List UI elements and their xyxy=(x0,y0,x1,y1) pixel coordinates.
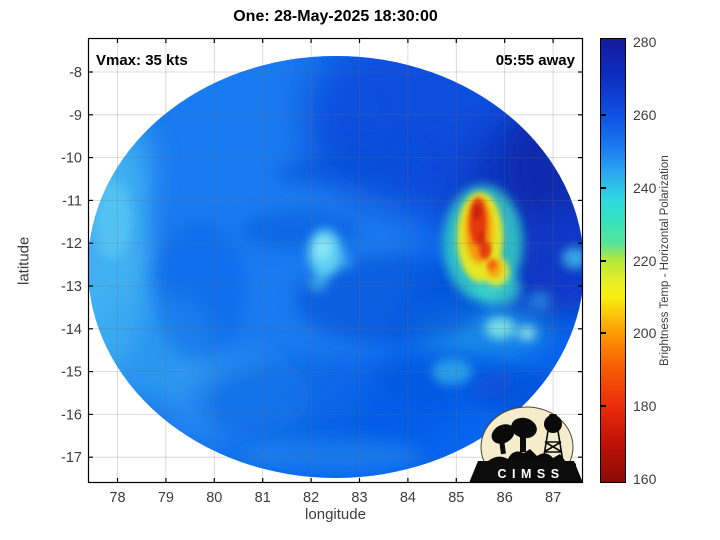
svg-text:-14: -14 xyxy=(61,322,82,338)
svg-text:-9: -9 xyxy=(69,108,82,124)
svg-text:87: 87 xyxy=(545,490,561,506)
svg-text:81: 81 xyxy=(255,490,271,506)
svg-text:-8: -8 xyxy=(69,65,82,81)
chart-title: One: 28-May-2025 18:30:00 xyxy=(233,8,438,25)
plot-border xyxy=(87,37,584,484)
cimss-logo-text: CIMSS xyxy=(497,467,564,481)
svg-text:-15: -15 xyxy=(61,365,82,381)
vmax-annotation: Vmax: 35 kts xyxy=(96,52,188,69)
svg-text:79: 79 xyxy=(158,490,174,506)
svg-text:-11: -11 xyxy=(62,193,82,209)
svg-text:-13: -13 xyxy=(61,279,82,295)
svg-text:85: 85 xyxy=(448,490,464,506)
grid-lines xyxy=(88,38,583,483)
svg-text:-16: -16 xyxy=(61,407,82,423)
cimss-logo: CIMSS xyxy=(469,406,583,483)
svg-text:84: 84 xyxy=(400,490,416,506)
svg-text:-12: -12 xyxy=(61,236,82,252)
y-axis-title: latitude xyxy=(15,236,33,285)
svg-text:83: 83 xyxy=(351,490,367,506)
x-axis-title: longitude xyxy=(305,506,366,523)
svg-text:78: 78 xyxy=(109,490,125,506)
svg-text:82: 82 xyxy=(303,490,319,506)
axis-tick-labels: 78 79 80 81 82 83 84 85 86 87 -8 -9 -10 -11 -12 -13 -14 -… xyxy=(61,65,561,506)
svg-text:-17: -17 xyxy=(61,450,82,466)
svg-text:-10: -10 xyxy=(61,151,82,167)
swath-disk xyxy=(88,56,583,478)
colorbar-title: Brightness Temp - Horizontal Polarizatio… xyxy=(659,155,671,366)
svg-text:80: 80 xyxy=(206,490,222,506)
axis-ticks xyxy=(88,38,583,483)
svg-text:86: 86 xyxy=(497,490,513,506)
eta-annotation: 05:55 away xyxy=(495,52,575,69)
